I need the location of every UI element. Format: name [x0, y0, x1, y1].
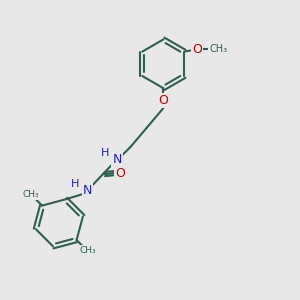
Text: N: N	[83, 184, 92, 196]
Text: CH₃: CH₃	[209, 44, 227, 54]
Text: H: H	[71, 178, 79, 189]
Text: N: N	[112, 153, 122, 166]
Text: CH₃: CH₃	[23, 190, 40, 199]
Text: O: O	[115, 167, 125, 180]
Text: CH₃: CH₃	[79, 247, 96, 256]
Text: H: H	[100, 148, 109, 158]
Text: O: O	[192, 43, 202, 56]
Text: O: O	[158, 94, 168, 107]
